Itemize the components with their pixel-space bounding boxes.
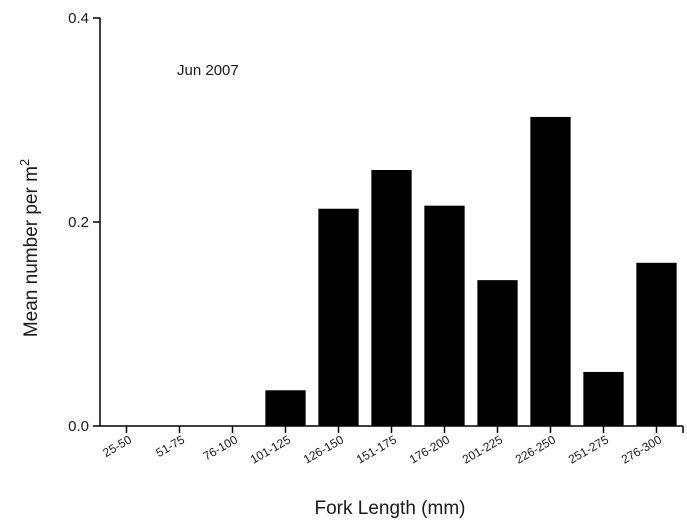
bars — [265, 116, 677, 427]
x-tick-label: 25-50 — [100, 432, 134, 460]
x-tick-label: 51-75 — [153, 432, 187, 460]
bar-276-300 — [636, 262, 677, 426]
x-tick-label: 151-175 — [354, 432, 399, 466]
x-tick-label: 126-150 — [301, 432, 346, 466]
bar-201-225 — [477, 280, 518, 426]
x-tick-label: 201-225 — [460, 432, 505, 466]
x-tick-label: 176-200 — [407, 432, 452, 466]
y-tick-label: 0.0 — [68, 418, 89, 435]
bar-176-200 — [424, 205, 465, 426]
y-axis-title-text: Mean number per m — [21, 166, 42, 337]
bar-226-250 — [530, 116, 571, 426]
y-axis-title-superscript: 2 — [17, 159, 32, 166]
x-tick-label: 251-275 — [566, 432, 611, 466]
x-tick-label: 276-300 — [619, 432, 664, 466]
y-ticks: 0.0 0.2 0.4 — [68, 10, 100, 435]
x-tick-label: 101-125 — [248, 432, 293, 466]
bar-126-150 — [318, 208, 359, 426]
x-axis-title: Fork Length (mm) — [315, 498, 466, 519]
y-axis-title: Mean number per m2 — [17, 159, 42, 337]
y-tick-label: 0.2 — [68, 214, 89, 231]
chart-annotation: Jun 2007 — [177, 62, 239, 79]
x-tick-label: 76-100 — [201, 432, 241, 463]
bar-101-125 — [265, 390, 306, 426]
bar-251-275 — [583, 371, 624, 426]
x-tick-label: 226-250 — [513, 432, 558, 466]
x-ticks: 25-50 51-75 76-100 101-125 126-150 151-175 176… — [100, 426, 684, 467]
bar-151-175 — [371, 169, 412, 427]
y-tick-label: 0.4 — [68, 10, 89, 27]
